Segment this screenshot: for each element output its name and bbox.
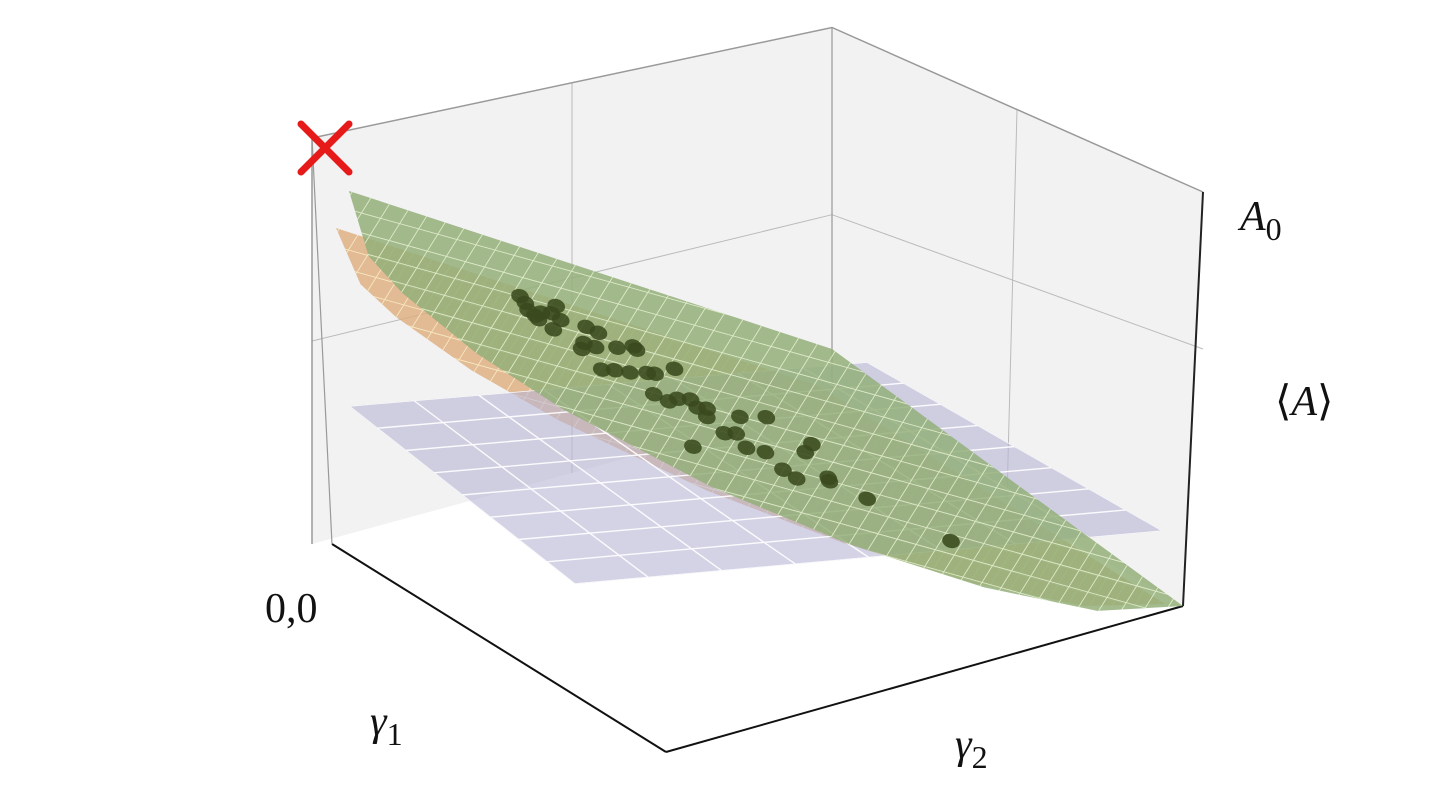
svg-text:⟨A⟩: ⟨A⟩ bbox=[1275, 379, 1333, 425]
svg-text:0,0: 0,0 bbox=[265, 586, 318, 632]
